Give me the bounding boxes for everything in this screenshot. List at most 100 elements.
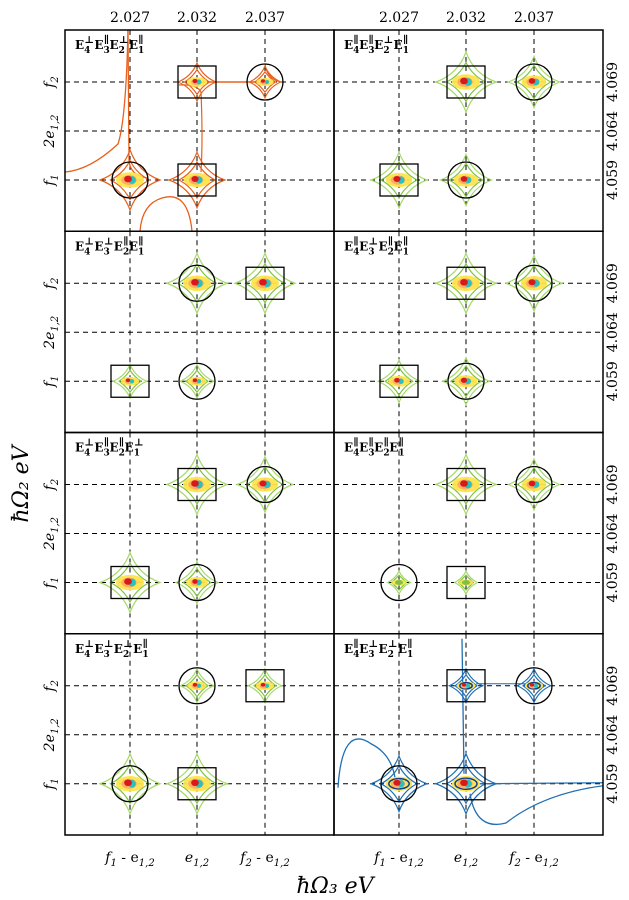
panel-2-1: E4∥ E3∥ E2∥ E1∥ [333, 431, 604, 635]
contour-line [434, 751, 498, 816]
contour-fill [264, 683, 270, 688]
contour-fill [259, 278, 267, 286]
y-left-tick: f2 [42, 479, 61, 492]
circle-marker [380, 765, 418, 803]
tail-curve [479, 782, 603, 785]
y-left-tick: f2 [42, 76, 61, 89]
square-marker [110, 364, 150, 398]
contour-fill [465, 683, 471, 688]
panel-content [65, 432, 334, 634]
contour-line [98, 148, 162, 212]
panel-label: E4∥ E3⊥ E2⊥ E1∥ [344, 638, 413, 660]
panel-label: E4⊥ E3⊥ E2⊥ E1∥ [75, 638, 149, 660]
contour-fill [191, 175, 199, 183]
contour-line [185, 369, 209, 394]
square-marker [446, 65, 486, 99]
contour-line [165, 751, 229, 816]
y-left-tick: 2e1,2 [42, 517, 61, 551]
contour-fill [124, 175, 132, 183]
contour-line [386, 569, 412, 596]
square-marker [245, 669, 285, 703]
square-marker [379, 163, 419, 197]
x-bottom-tick: e1,2 [185, 850, 209, 869]
contour-fill [393, 175, 401, 183]
panel-1-0: E4⊥ E3⊥ E2∥ E1∥ [64, 230, 335, 434]
contour-line [178, 667, 216, 705]
contour-line [176, 262, 218, 305]
panel-3-0: E4⊥ E3⊥ E2⊥ E1∥ [64, 633, 335, 836]
panel-label: E4∥ E3∥ E2⊥ E1∥ [344, 34, 409, 56]
peak-0 [376, 358, 422, 405]
x-top-tick: 2.037 [245, 10, 285, 26]
peak-0 [369, 754, 429, 814]
contour-fill [125, 378, 131, 383]
contour-line [118, 369, 142, 394]
panel-0-0: E4⊥ E3∥ E2⊥ E1∥ [64, 29, 335, 232]
contour-line [247, 64, 283, 100]
y-left-tick: 2e1,2 [42, 114, 61, 148]
panel-frame [333, 633, 604, 836]
contour-fill [460, 377, 468, 383]
contour-fill [260, 682, 266, 687]
panel-2-0: E4⊥ E3∥ E2∥ E1⊥ [64, 431, 335, 635]
panel-content [334, 30, 603, 232]
contour-fill [196, 379, 202, 384]
contour-line [449, 364, 483, 398]
contour-line [178, 362, 216, 400]
y-right-tick: 4.069 [605, 62, 621, 102]
circle-marker [178, 362, 216, 400]
contour-line [253, 673, 277, 698]
square-marker [110, 565, 150, 600]
x-bottom-tick: e1,2 [454, 850, 478, 869]
contour-line [457, 574, 475, 591]
square-marker [245, 266, 285, 300]
contour-fill [124, 779, 132, 787]
y-right-tick: 4.064 [605, 111, 621, 151]
square-marker [446, 467, 486, 502]
y-left-tick: 2e1,2 [42, 718, 61, 752]
tail-curve [65, 30, 129, 173]
contour-fill [459, 681, 473, 690]
peak-3 [235, 454, 295, 515]
contour-line [454, 673, 478, 698]
panel-content [334, 231, 603, 433]
y-right-tick: 4.069 [605, 263, 621, 303]
contour-fill [191, 480, 199, 487]
circle-marker [111, 765, 149, 803]
circle-marker [515, 264, 553, 302]
peak-3 [506, 457, 562, 512]
peak-0 [98, 550, 162, 615]
peak-2 [165, 452, 229, 517]
peak-0 [98, 751, 162, 816]
square-marker [177, 65, 217, 99]
contour-line [440, 356, 492, 407]
tail-curve [139, 196, 193, 232]
x-bottom-tick-labels: f1 - e1,2 e1,2 f2 - e1,2 f1 - e1,2 e1,2 f2 - … [104, 850, 558, 869]
y-right-tick: 4.059 [605, 160, 621, 200]
circle-marker [515, 465, 553, 504]
contour-line [111, 362, 149, 400]
contour-line [167, 150, 227, 210]
peak-0 [380, 563, 418, 602]
contour-fill [528, 279, 536, 286]
x-axis-title: ħΩ₃ eV [296, 874, 375, 899]
square-marker [177, 163, 217, 197]
y-right-tick: 4.059 [605, 562, 621, 602]
x-top-tick: 2.027 [379, 10, 419, 26]
contour-line [109, 762, 151, 805]
peak-3 [506, 54, 562, 110]
peak-3 [246, 63, 284, 101]
contour-fill [454, 777, 478, 790]
contour-fill [192, 682, 198, 687]
contour-fill [395, 580, 403, 585]
contour-line [98, 550, 162, 615]
contour-fill [260, 79, 266, 83]
contour-line [384, 366, 414, 397]
panel-content [65, 231, 334, 433]
y-right-tick: 4.059 [605, 361, 621, 401]
panel-label: E4⊥ E3∥ E2∥ E1⊥ [75, 437, 144, 459]
y-axis-title: ħΩ₂ eV [9, 443, 34, 522]
contour-fill [460, 77, 468, 85]
contour-fill [462, 580, 470, 585]
contour-fill [196, 79, 202, 85]
